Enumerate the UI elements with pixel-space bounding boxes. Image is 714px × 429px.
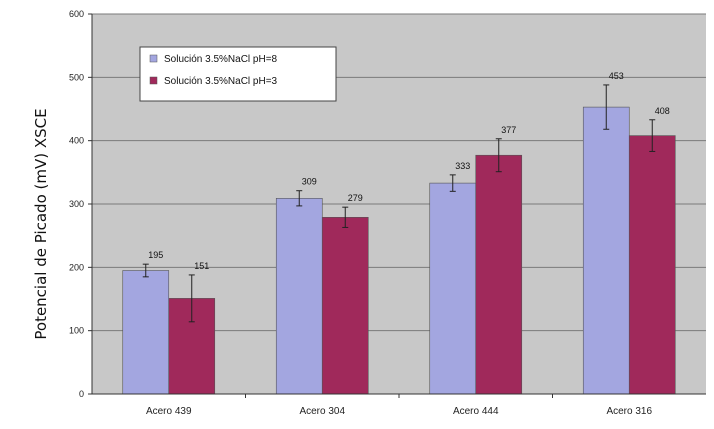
x-tick-label: Acero 316 [606, 406, 652, 417]
axes-group [88, 13, 706, 398]
data-label: 453 [609, 71, 624, 81]
legend-box [139, 46, 337, 102]
data-label: 195 [148, 250, 163, 260]
data-label: 279 [348, 193, 363, 203]
y-axis-label: Potencial de Picado (mV) XSCE [32, 108, 50, 339]
x-tick-label: Acero 444 [453, 406, 499, 417]
y-tick-label: 500 [69, 72, 84, 82]
data-label: 333 [455, 161, 470, 171]
y-tick-label: 100 [69, 326, 84, 336]
x-tick-label: Acero 304 [299, 406, 345, 417]
legend-swatch-ph3 [149, 76, 158, 85]
x-tick-label: Acero 439 [146, 406, 192, 417]
legend: Solución 3.5%NaCl pH=8 Solución 3.5%NaCl… [139, 46, 337, 102]
bar [628, 135, 676, 395]
legend-label-ph3: Solución 3.5%NaCl pH=3 [164, 76, 278, 87]
data-label: 377 [501, 125, 516, 135]
data-labels-group: 195 151 309 279 333 377 453 408 [148, 71, 670, 271]
error-bars-group [142, 84, 656, 323]
data-label: 408 [655, 106, 670, 116]
bar [122, 270, 170, 395]
y-tick-label: 400 [69, 136, 84, 146]
y-tick-label: 300 [69, 199, 84, 209]
legend-label-ph8: Solución 3.5%NaCl pH=8 [164, 54, 278, 65]
bar [475, 154, 523, 395]
y-tick-labels: 0 100 200 300 400 500 600 [69, 9, 84, 399]
y-tick-label: 0 [79, 389, 84, 399]
data-label: 151 [194, 261, 209, 271]
bar [429, 182, 477, 395]
bars-group [122, 106, 676, 395]
legend-swatch-ph8 [149, 54, 158, 63]
y-tick-label: 200 [69, 262, 84, 272]
y-tick-label: 600 [69, 9, 84, 19]
data-label: 309 [302, 177, 317, 187]
bar [275, 198, 323, 395]
bar [321, 217, 369, 395]
bar [582, 106, 630, 395]
x-tick-labels: Acero 439 Acero 304 Acero 444 Acero 316 [146, 406, 653, 417]
